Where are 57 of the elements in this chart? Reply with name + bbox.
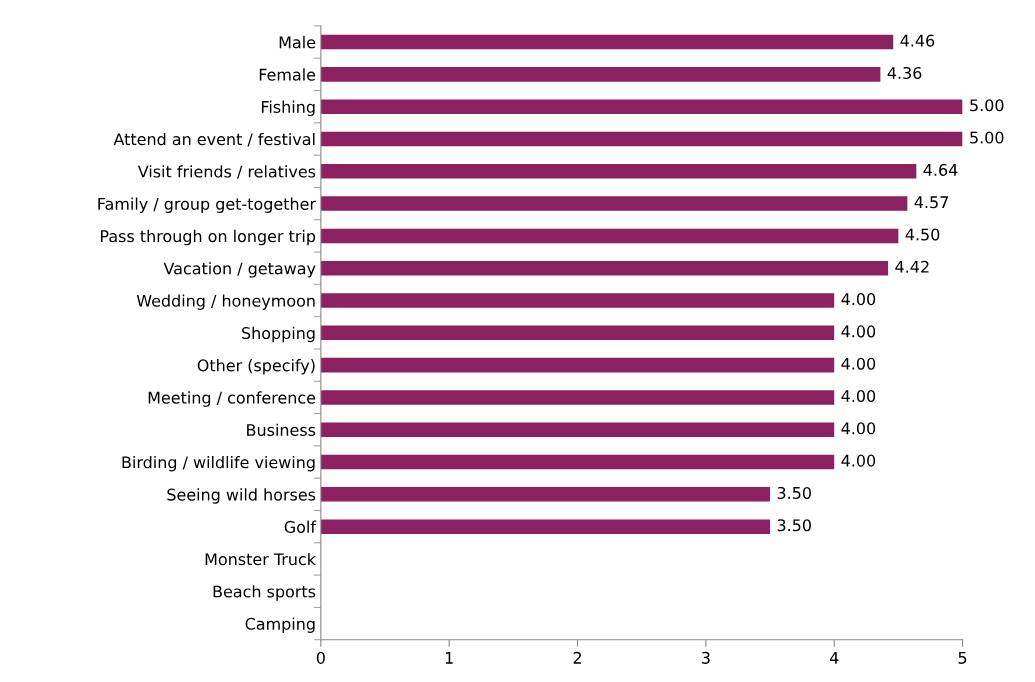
bar xyxy=(320,357,835,373)
y-tick-label: Other (specify) xyxy=(197,359,315,375)
data-label: 5.00 xyxy=(970,99,1004,112)
bar xyxy=(320,260,889,276)
y-tick-label: Wedding / honeymoon xyxy=(136,294,315,310)
bar xyxy=(320,164,917,179)
x-tick-label: 5 xyxy=(958,652,967,664)
data-label: 3.50 xyxy=(777,486,811,499)
y-tick-label: Female xyxy=(259,68,316,81)
data-label: 4.00 xyxy=(841,389,876,403)
data-label: 4.00 xyxy=(841,454,876,467)
data-label: 4.00 xyxy=(841,293,876,306)
y-tick-label: Business xyxy=(247,423,316,437)
x-tick-label: 1 xyxy=(445,652,453,664)
bar xyxy=(320,228,899,244)
x-tick-label: 3 xyxy=(702,651,710,664)
bar xyxy=(320,454,835,470)
data-label: 4.46 xyxy=(900,34,935,47)
y-tick-label: Camping xyxy=(245,617,315,633)
y-tick-label: Meeting / conference xyxy=(148,391,316,407)
data-label: 4.00 xyxy=(841,357,876,370)
y-tick-label: Golf xyxy=(284,520,317,533)
data-label: 3.50 xyxy=(777,519,811,532)
x-tick-label: 2 xyxy=(573,651,582,664)
bar xyxy=(320,293,835,308)
bar xyxy=(320,99,963,114)
y-tick-label: Beach sports xyxy=(213,585,316,601)
x-tick-label: 0 xyxy=(316,651,325,664)
y-tick-label: Pass through on longer trip xyxy=(101,229,316,246)
y-tick-label: Seeing wild horses xyxy=(167,488,316,504)
bar xyxy=(320,390,835,405)
bar xyxy=(320,422,835,437)
y-tick-label: Shopping xyxy=(242,326,315,343)
y-tick-label: Birding / wildlife viewing xyxy=(122,455,315,472)
data-label: 4.57 xyxy=(914,196,948,209)
bar xyxy=(320,67,881,82)
bar xyxy=(320,196,908,211)
y-tick-label: Attend an event / festival xyxy=(113,132,315,147)
x-tick-label: 4 xyxy=(829,652,839,664)
y-tick-label: Vacation / getaway xyxy=(163,262,316,278)
data-label: 4.36 xyxy=(887,66,922,80)
bar xyxy=(320,487,771,502)
bar xyxy=(320,131,963,147)
data-label: 4.42 xyxy=(895,260,929,273)
data-label: 5.00 xyxy=(970,131,1004,144)
y-tick-label: Family / group get-together xyxy=(98,197,316,213)
bar xyxy=(320,325,835,341)
data-label: 4.64 xyxy=(923,163,958,176)
data-label: 4.00 xyxy=(841,422,876,435)
bar xyxy=(320,34,894,50)
bar xyxy=(320,519,771,534)
y-tick-label: Fishing xyxy=(261,100,315,117)
data-label: 4.50 xyxy=(905,228,940,241)
y-tick-label: Male xyxy=(279,36,316,49)
data-label: 4.00 xyxy=(841,325,876,338)
y-tick-label: Visit friends / relatives xyxy=(137,165,316,179)
y-tick-label: Monster Truck xyxy=(205,552,316,566)
